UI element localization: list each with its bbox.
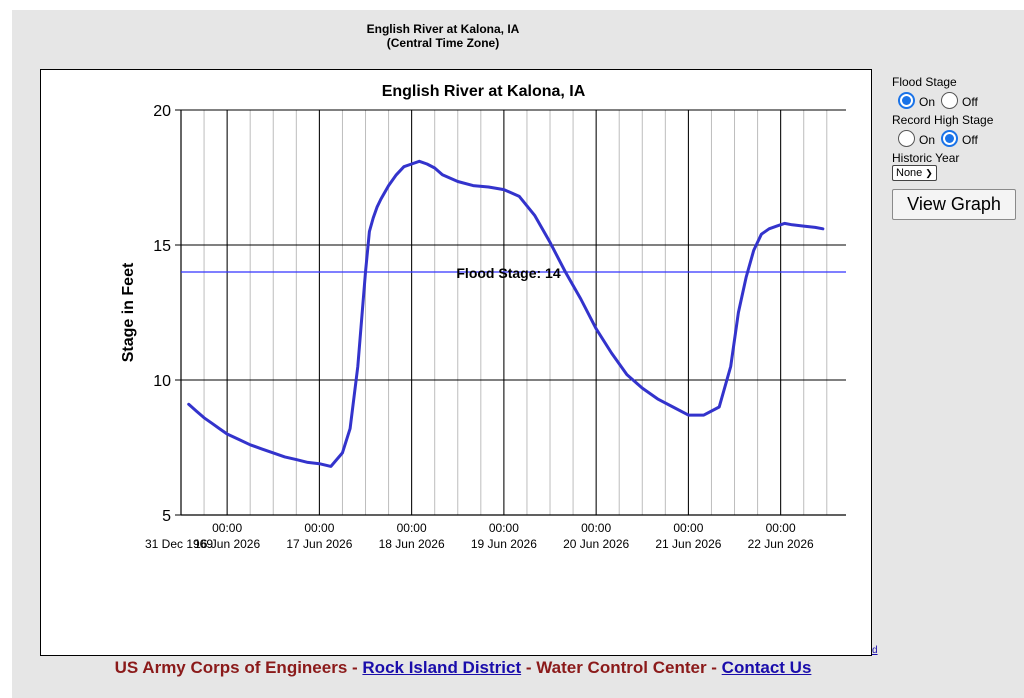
- contact-us-link[interactable]: Contact Us: [721, 658, 812, 677]
- historic-year-select[interactable]: None ❯: [892, 165, 937, 181]
- record-high-off-label: Off: [962, 133, 978, 147]
- chart-frame: 00:00 16 Jun 2026 00:00 17 Jun 2026 00:00 18 …: [40, 69, 872, 656]
- y-tick-label: 20: [153, 103, 171, 120]
- stray-link[interactable]: d: [872, 645, 878, 656]
- x-tick-time-label: 00:00: [673, 521, 703, 535]
- flood-stage-label: Flood Stage: 14: [456, 265, 560, 281]
- flood-stage-label: Flood Stage: [892, 75, 957, 89]
- x-tick-time-label: 00:00: [489, 521, 519, 535]
- y-tick-label: 10: [153, 373, 171, 390]
- footer-center: Water Control Center: [536, 658, 707, 677]
- record-high-on-radio[interactable]: [898, 129, 915, 147]
- y-tick-label: 15: [153, 238, 171, 255]
- x-tick-date-label: 18 Jun 2026: [379, 537, 445, 551]
- y-tick-label: 5: [162, 508, 171, 525]
- flood-stage-on-radio[interactable]: [898, 91, 915, 109]
- x-tick-time-label: 00:00: [304, 521, 334, 535]
- view-graph-button[interactable]: View Graph: [892, 189, 1016, 220]
- record-high-off-radio[interactable]: [941, 129, 959, 147]
- x-tick-date-label: 17 Jun 2026: [286, 537, 352, 551]
- y-axis-label: Stage in Feet: [120, 262, 137, 362]
- page-title-line1: English River at Kalona, IA: [366, 22, 520, 36]
- x-tick-date-label: 22 Jun 2026: [748, 537, 814, 551]
- x-tick-time-label: 00:00: [766, 521, 796, 535]
- flood-stage-on-label: On: [919, 95, 936, 109]
- flood-stage-off-label: Off: [962, 95, 978, 109]
- rock-island-district-link[interactable]: Rock Island District: [362, 658, 522, 677]
- page-title-line2: (Central Time Zone): [386, 36, 500, 50]
- historic-year-label: Historic Year: [892, 151, 960, 165]
- historic-year-value: None: [896, 167, 923, 179]
- x-tick-date-label: 21 Jun 2026: [655, 537, 721, 551]
- x-tick-date-label: 20 Jun 2026: [563, 537, 629, 551]
- footer: US Army Corps of Engineers - Rock Island…: [40, 658, 886, 678]
- flood-stage-radio-group: On Off: [898, 91, 1022, 109]
- x-tick-date-label: 16 Jun 2026: [194, 537, 260, 551]
- chart-title: English River at Kalona, IA: [382, 83, 586, 100]
- stage-chart: 00:00 16 Jun 2026 00:00 17 Jun 2026 00:00 18 …: [120, 83, 846, 551]
- x-tick-time-label: 00:00: [212, 521, 242, 535]
- record-high-label: Record High Stage: [892, 113, 994, 127]
- chevron-down-icon: ❯: [925, 167, 933, 178]
- page-title: English River at Kalona, IA (Central Tim…: [40, 22, 846, 50]
- stage-series-line: [187, 159, 825, 468]
- x-tick-time-label: 00:00: [397, 521, 427, 535]
- record-high-radio-group: On Off: [898, 129, 1022, 147]
- footer-sep: -: [521, 658, 537, 677]
- flood-stage-off-radio[interactable]: [941, 91, 959, 109]
- footer-sep: -: [706, 658, 722, 677]
- x-tick-date-label: 19 Jun 2026: [471, 537, 537, 551]
- footer-sep: -: [347, 658, 363, 677]
- graph-controls: Flood Stage On Off Record High Stage On …: [892, 75, 1022, 220]
- record-high-on-label: On: [919, 133, 936, 147]
- footer-org: US Army Corps of Engineers: [114, 658, 348, 677]
- x-tick-time-label: 00:00: [581, 521, 611, 535]
- x-first-label: 31 Dec 1969: [145, 537, 213, 551]
